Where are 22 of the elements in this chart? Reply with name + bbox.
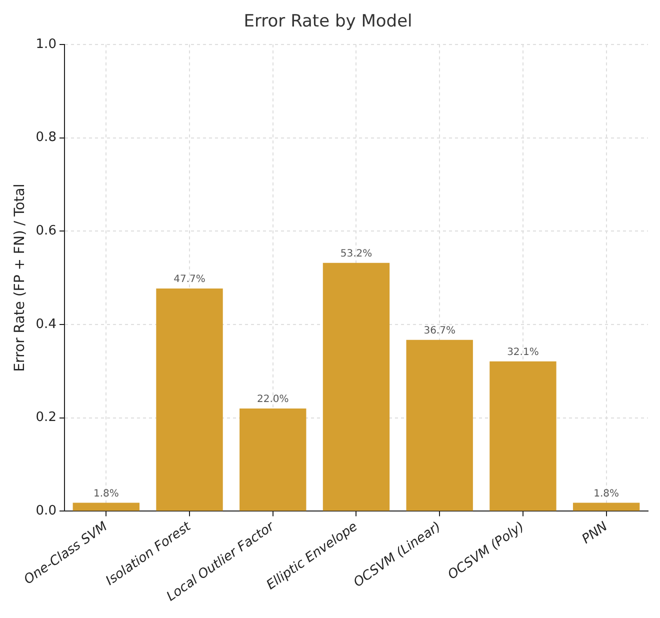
y-tick-label: 0.6 (36, 223, 56, 238)
bar (156, 288, 223, 511)
data-label: 1.8% (594, 488, 620, 500)
y-tick-label: 0.4 (36, 316, 56, 332)
y-tick-label: 1.0 (36, 36, 56, 52)
bar (240, 408, 306, 511)
y-tick-label: 0.2 (36, 410, 56, 426)
data-label: 47.7% (174, 274, 206, 286)
data-label: 1.8% (93, 488, 119, 500)
y-tick-label: 0.0 (36, 504, 56, 519)
data-label: 36.7% (424, 325, 456, 336)
data-label: 53.2% (340, 248, 372, 260)
bar (572, 502, 640, 511)
y-tick-label: 0.8 (36, 130, 56, 146)
bar (72, 502, 140, 511)
data-label: 32.1% (507, 346, 539, 358)
bar (406, 340, 473, 511)
data-label: 22.0% (256, 394, 289, 406)
chart-title: Error Rate by Model (244, 12, 412, 32)
bar (322, 262, 390, 511)
bar (490, 361, 556, 511)
y-axis-title: Error Rate (FP + FN) / Total (12, 184, 28, 372)
